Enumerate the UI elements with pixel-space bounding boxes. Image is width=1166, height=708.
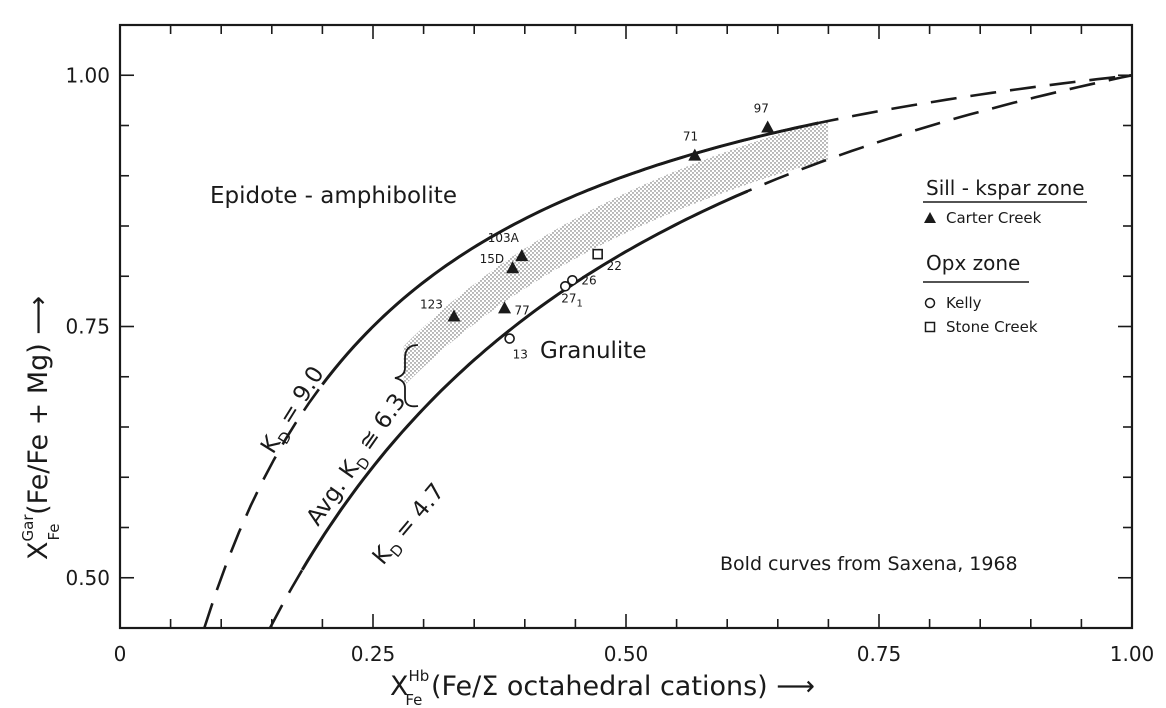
y-axis-title-main: X — [23, 542, 54, 561]
avg-kd-label: Avg. KD ≅ 6.3 — [302, 389, 415, 533]
data-point-circle — [567, 274, 578, 286]
y-tick-label: 1.00 — [65, 63, 110, 87]
legend-entry-stone-creek: Stone Creek — [946, 318, 1038, 336]
kd-47-label: KD = 4.7 — [368, 479, 453, 573]
data-point-triangle — [498, 301, 512, 314]
y-axis-title: XGar Fe (Fe/Fe + Mg) ⟶ — [19, 296, 63, 560]
avg-kd-label-value: ≅ 6.3 — [350, 389, 412, 462]
data-point-triangle — [506, 261, 520, 274]
legend: Sill - kspar zone Carter Creek Opx zone … — [923, 176, 1087, 336]
data-label: 271 — [561, 291, 583, 309]
legend-marker-open-circle — [924, 297, 936, 309]
x-axis-title-main: X — [390, 671, 409, 702]
x-tick-label: 1.00 — [1110, 642, 1155, 666]
x-tick-label: 0.75 — [857, 642, 902, 666]
x-axis-title: XHb Fe (Fe/Σ octahedral cations) ⟶ — [390, 667, 815, 708]
data-label: 15D — [480, 252, 505, 266]
data-point-triangle — [761, 120, 775, 133]
x-axis-title-sub: Fe — [405, 691, 422, 708]
data-point-triangle — [688, 148, 702, 161]
legend-marker-filled-triangle — [924, 212, 936, 223]
legend-group-title-sill-kspar: Sill - kspar zone — [926, 176, 1085, 200]
shaded-band-layer — [403, 119, 829, 387]
kd-9-label: KD = 9.0 — [256, 362, 333, 460]
data-label: 22 — [607, 259, 622, 273]
data-label-sub: 1 — [577, 298, 583, 309]
curve-layer — [203, 74, 1133, 629]
legend-entry-kelly: Kelly — [946, 294, 982, 312]
curve-bold-0 — [321, 121, 819, 386]
tick-layer: 0 0.25 0.50 0.75 1.00 0.50 0.75 1.00 — [65, 24, 1155, 666]
data-point-circle — [559, 280, 571, 292]
point-layer: 123 77 15D 103A 71 97 13 271 26 22 — [420, 102, 775, 362]
legend-marker-open-square — [924, 321, 936, 333]
avg-band-brace — [394, 344, 419, 408]
region-label-granulite: Granulite — [540, 338, 646, 364]
y-axis-title-sup: Gar — [19, 514, 37, 542]
region-label-epidote-amphibolite: Epidote - amphibolite — [210, 183, 457, 209]
y-axis-title-rest: (Fe/Fe + Mg) ⟶ — [23, 296, 54, 524]
y-axis-title-sub: Fe — [45, 523, 63, 540]
y-tick-label: 0.50 — [65, 566, 110, 590]
x-axis-title-rest: (Fe/Σ octahedral cations) ⟶ — [422, 671, 815, 702]
kd-9-label-value: = 9.0 — [270, 362, 329, 436]
data-point-circle — [504, 333, 515, 344]
data-label: 71 — [683, 130, 698, 144]
x-tick-label: 0 — [114, 642, 127, 666]
legend-group-title-opx: Opx zone — [926, 251, 1020, 275]
data-label: 123 — [420, 297, 443, 311]
x-tick-label: 0.50 — [604, 642, 649, 666]
data-point-triangle — [515, 249, 529, 262]
data-label: 103A — [488, 231, 520, 245]
data-label: 77 — [515, 303, 530, 317]
legend-entry-carter-creek: Carter Creek — [946, 209, 1042, 227]
data-point-square — [592, 248, 603, 260]
data-label: 26 — [581, 273, 596, 287]
x-tick-label: 0.25 — [351, 642, 396, 666]
kd-47-label-value: = 4.7 — [385, 479, 450, 550]
x-axis-title-sup: Hb — [409, 667, 430, 685]
curve-bold-1 — [300, 189, 748, 571]
y-tick-label: 0.75 — [65, 315, 110, 339]
data-label: 97 — [754, 102, 769, 116]
avg-kd-shaded-band — [403, 119, 829, 387]
data-point-triangle — [447, 309, 461, 322]
data-label: 13 — [513, 348, 528, 362]
curve-dashed-0 — [203, 74, 1133, 629]
source-note: Bold curves from Saxena, 1968 — [720, 553, 1018, 575]
